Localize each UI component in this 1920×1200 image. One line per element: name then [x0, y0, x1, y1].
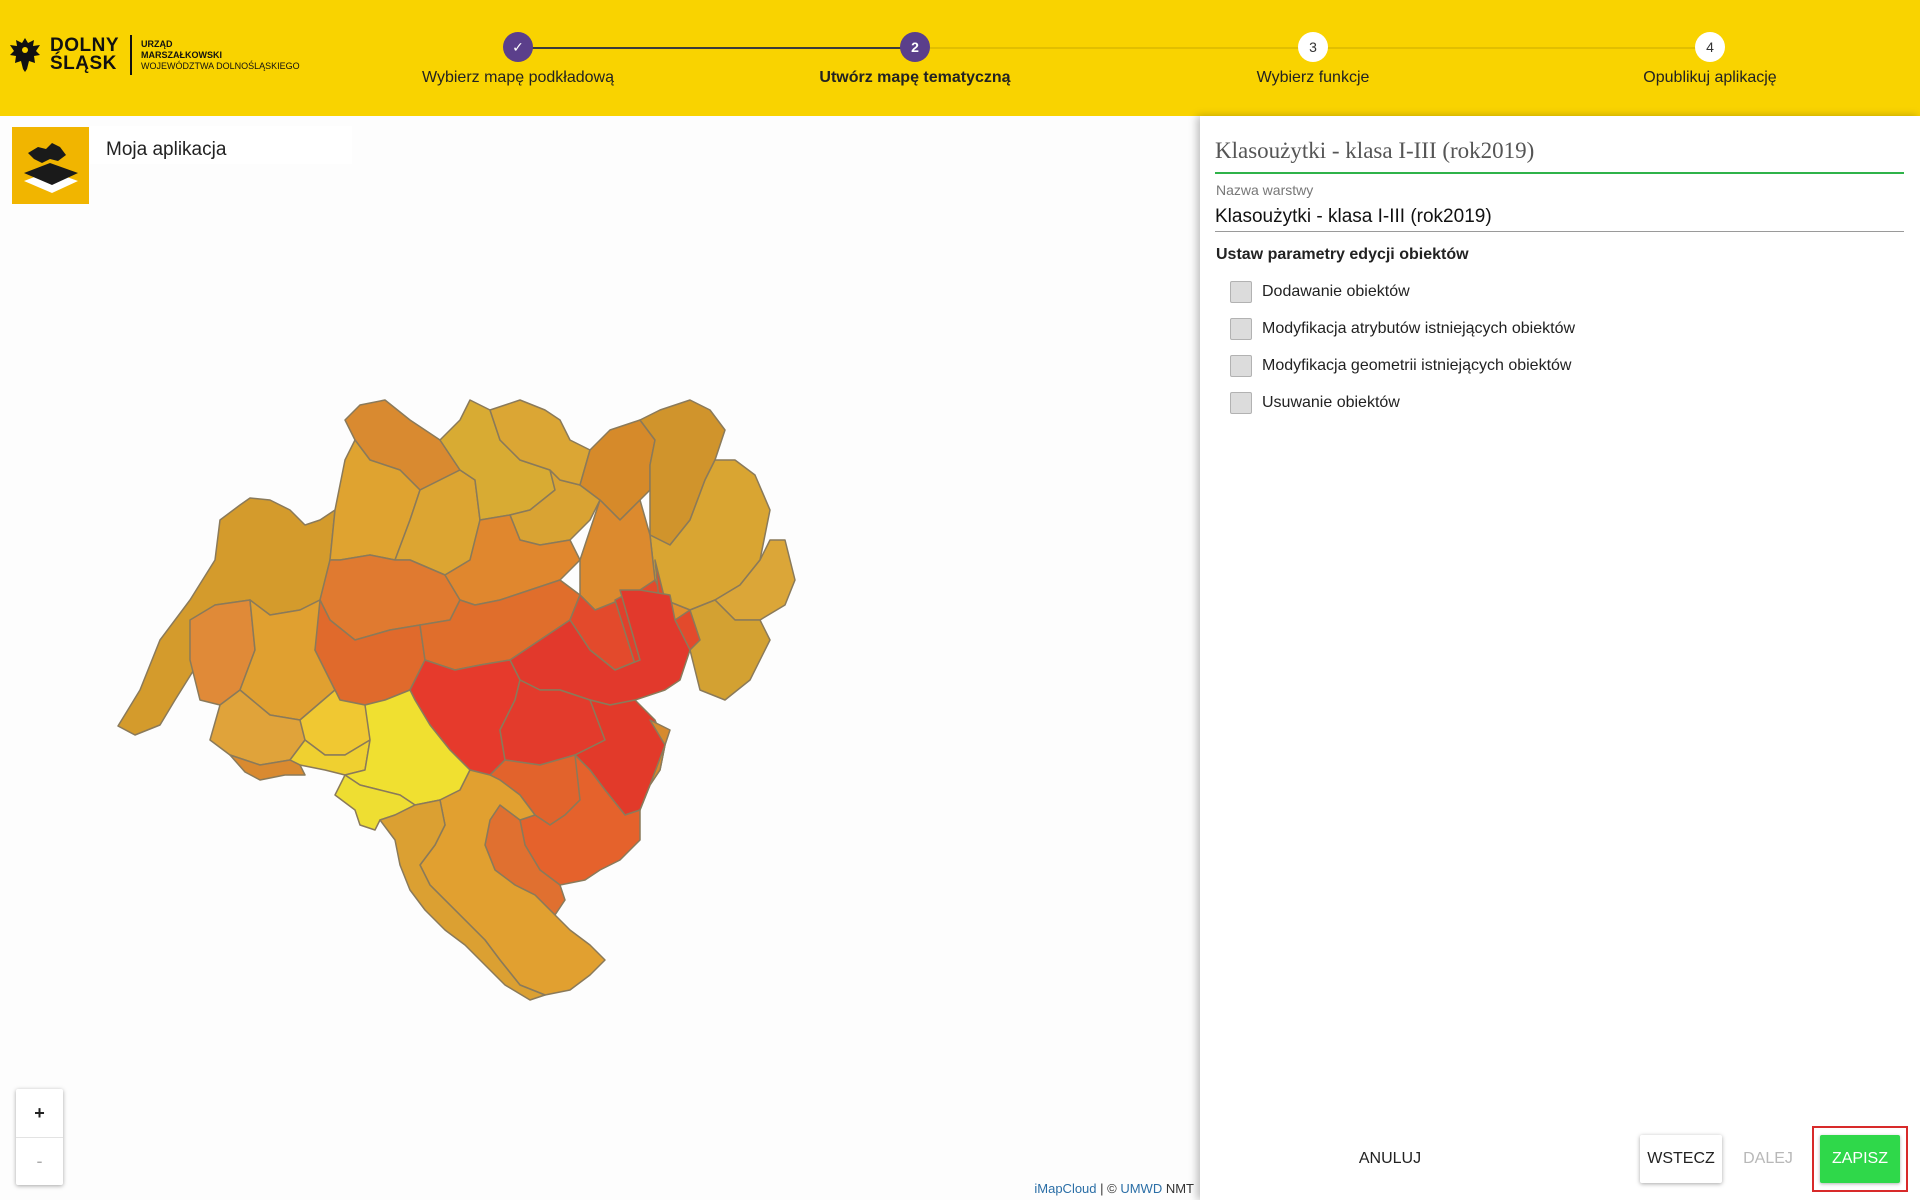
layer-name-input[interactable] [1215, 202, 1904, 232]
checkbox-modify-attributes-box[interactable] [1230, 318, 1252, 340]
save-button[interactable]: ZAPISZ [1820, 1135, 1900, 1183]
attribution-link-imapcloud[interactable]: iMapCloud [1034, 1181, 1097, 1196]
step-4[interactable]: 4 Opublikuj aplikację [1550, 32, 1870, 87]
step-4-number: 4 [1695, 32, 1725, 62]
choropleth-map[interactable] [0, 116, 1200, 1200]
logo-office: URZĄD MARSZAŁKOWSKI WOJEWÓDZTWA DOLNOŚLĄ… [141, 39, 300, 72]
step-1-label: Wybierz mapę podkładową [422, 69, 614, 86]
map-view[interactable]: Moja aplikacja + - iMapCloud | © UMWD NM… [0, 116, 1200, 1200]
back-button[interactable]: WSTECZ [1640, 1135, 1722, 1183]
app-title-box [90, 126, 352, 164]
step-2[interactable]: 2 Utwórz mapę tematyczną [755, 32, 1075, 87]
logo-name: DOLNY ŚLĄSK [50, 35, 119, 74]
stepper-line-done [518, 47, 915, 49]
checkbox-modify-attributes-label: Modyfikacja atrybutów istniejących obiek… [1262, 320, 1576, 337]
logo-office-line3: WOJEWÓDZTWA DOLNOŚLĄSKIEGO [141, 60, 300, 71]
attribution-link-umwd[interactable]: UMWD [1120, 1181, 1163, 1196]
map-region [689, 599, 771, 701]
checkbox-delete-features[interactable]: Usuwanie obiektów [1230, 392, 1400, 414]
checkbox-modify-geometry[interactable]: Modyfikacja geometrii istniejących obiek… [1230, 355, 1571, 377]
checkbox-delete-features-label: Usuwanie obiektów [1262, 394, 1400, 411]
map-region [379, 799, 546, 1001]
step-3-label: Wybierz funkcje [1256, 69, 1370, 86]
logo-office-line2: MARSZAŁKOWSKI [141, 49, 222, 60]
checkbox-delete-features-box[interactable] [1230, 392, 1252, 414]
panel-title[interactable]: Klasoużytki - klasa I-III (rok2019) [1215, 138, 1904, 174]
step-3[interactable]: 3 Wybierz funkcje [1153, 32, 1473, 87]
cancel-button[interactable]: ANULUJ [1358, 1150, 1422, 1167]
layers-icon [24, 143, 78, 193]
step-1[interactable]: ✓ Wybierz mapę podkładową [358, 32, 678, 87]
step-2-number: 2 [900, 32, 930, 62]
zoom-in-button[interactable]: + [34, 1102, 45, 1123]
logo-name-line2: ŚLĄSK [50, 53, 117, 74]
app-title: Moja aplikacja [106, 139, 227, 160]
zoom-control: + - [16, 1089, 63, 1185]
zoom-out-button[interactable]: - [16, 1137, 63, 1185]
logo-divider [130, 35, 132, 75]
map-region [639, 719, 671, 811]
checkbox-modify-attributes[interactable]: Modyfikacja atrybutów istniejących obiek… [1230, 318, 1575, 340]
attribution-separator: | © [1096, 1181, 1121, 1196]
checkbox-add-features-box[interactable] [1230, 281, 1252, 303]
layer-name-label: Nazwa warstwy [1216, 182, 1314, 198]
checkbox-modify-geometry-box[interactable] [1230, 355, 1252, 377]
next-button: DALEJ [1743, 1150, 1793, 1167]
map-attribution: iMapCloud | © UMWD NMT [1034, 1181, 1194, 1196]
checkbox-add-features[interactable]: Dodawanie obiektów [1230, 281, 1410, 303]
eagle-emblem-icon [10, 38, 40, 72]
map-region [519, 754, 641, 886]
attribution-suffix: NMT [1162, 1181, 1194, 1196]
app-logo [12, 127, 89, 204]
logo-office-line1: URZĄD [141, 38, 173, 49]
edit-params-heading: Ustaw parametry edycji obiektów [1216, 246, 1469, 263]
logo: DOLNY ŚLĄSK URZĄD MARSZAŁKOWSKI WOJEWÓDZ… [8, 35, 300, 75]
checkbox-modify-geometry-label: Modyfikacja geometrii istniejących obiek… [1262, 357, 1572, 374]
logo-name-line1: DOLNY [50, 35, 119, 56]
check-icon: ✓ [503, 32, 533, 62]
layer-settings-panel: Klasoużytki - klasa I-III (rok2019) Nazw… [1200, 116, 1920, 1200]
step-3-number: 3 [1298, 32, 1328, 62]
step-2-label: Utwórz mapę tematyczną [819, 69, 1011, 86]
step-4-label: Opublikuj aplikację [1643, 69, 1777, 86]
map-region [229, 754, 306, 781]
checkbox-add-features-label: Dodawanie obiektów [1262, 283, 1410, 300]
wizard-header: DOLNY ŚLĄSK URZĄD MARSZAŁKOWSKI WOJEWÓDZ… [0, 0, 1920, 116]
